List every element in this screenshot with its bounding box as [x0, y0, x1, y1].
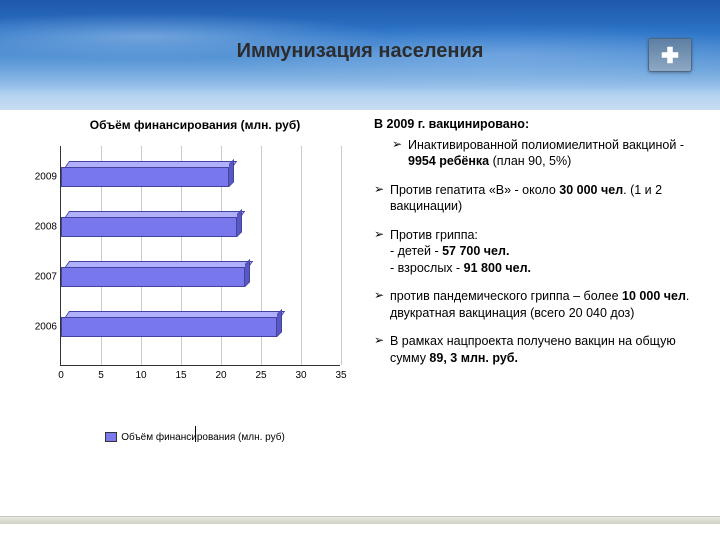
- bullet-item: ➢Против гепатита «В» - около 30 000 чел.…: [374, 182, 698, 215]
- chart-legend: Объём финансирования (млн. руб): [20, 432, 370, 443]
- chart-x-tick: 5: [98, 370, 104, 381]
- slide: Иммунизация населения Объём финансирован…: [0, 0, 720, 540]
- chart-bar: [61, 210, 237, 238]
- chart-title: Объём финансирования (млн. руб): [20, 118, 370, 132]
- chart-x-tick: 35: [335, 370, 346, 381]
- text-pane: В 2009 г. вакцинировано: ➢Инактивированн…: [370, 110, 720, 510]
- chart-y-label: 2006: [23, 322, 57, 333]
- chart-plot: 051015202530352009200820072006: [60, 146, 340, 366]
- chart-gridline: [301, 146, 302, 365]
- legend-label: Объём финансирования (млн. руб): [121, 432, 285, 443]
- chart-bar: [61, 160, 229, 188]
- chart-y-label: 2007: [23, 272, 57, 283]
- chart-bar: [61, 260, 245, 288]
- chart-x-tick: 25: [255, 370, 266, 381]
- chart-area: 0 5 10 15 20 25 30 35 2009 2008 2007 2006: [20, 146, 370, 406]
- bullet-text: Против гриппа:- детей - 57 700 чел.- взр…: [390, 227, 698, 277]
- slide-title: Иммунизация населения: [0, 40, 720, 63]
- footer-bar: [0, 516, 720, 524]
- bullet-arrow-icon: ➢: [392, 137, 408, 170]
- chart-x-tick: 20: [215, 370, 226, 381]
- chart-gridline: [341, 146, 342, 365]
- chart-pane: Объём финансирования (млн. руб) 0 5 10 15 20…: [0, 110, 370, 510]
- bullet-item: ➢Инактивированной полиомиелитной вакцино…: [374, 137, 698, 170]
- bullet-arrow-icon: ➢: [374, 227, 390, 277]
- bullet-arrow-icon: ➢: [374, 182, 390, 215]
- chart-y-label: 2008: [23, 222, 57, 233]
- chart-bar: [61, 310, 277, 338]
- bullet-text: против пандемического гриппа – более 10 …: [390, 288, 698, 321]
- bullet-arrow-icon: ➢: [374, 288, 390, 321]
- legend-swatch: [105, 432, 117, 442]
- bullet-item: ➢против пандемического гриппа – более 10…: [374, 288, 698, 321]
- content-area: Объём финансирования (млн. руб) 0 5 10 15 20…: [0, 110, 720, 510]
- bullet-item: ➢В рамках нацпроекта получено вакцин на …: [374, 333, 698, 366]
- chart-x-tick: 30: [295, 370, 306, 381]
- chart-y-label: 2009: [23, 172, 57, 183]
- bullet-text: Против гепатита «В» - около 30 000 чел. …: [390, 182, 698, 215]
- bullet-text: Инактивированной полиомиелитной вакциной…: [408, 137, 698, 170]
- bullet-arrow-icon: ➢: [374, 333, 390, 366]
- chart-x-tick: 15: [175, 370, 186, 381]
- chart-x-tick: 10: [135, 370, 146, 381]
- chart-x-tick: 0: [58, 370, 64, 381]
- text-heading: В 2009 г. вакцинировано:: [374, 116, 698, 133]
- bullet-item: ➢Против гриппа:- детей - 57 700 чел.- вз…: [374, 227, 698, 277]
- bullet-text: В рамках нацпроекта получено вакцин на о…: [390, 333, 698, 366]
- legend-tick: [195, 426, 196, 442]
